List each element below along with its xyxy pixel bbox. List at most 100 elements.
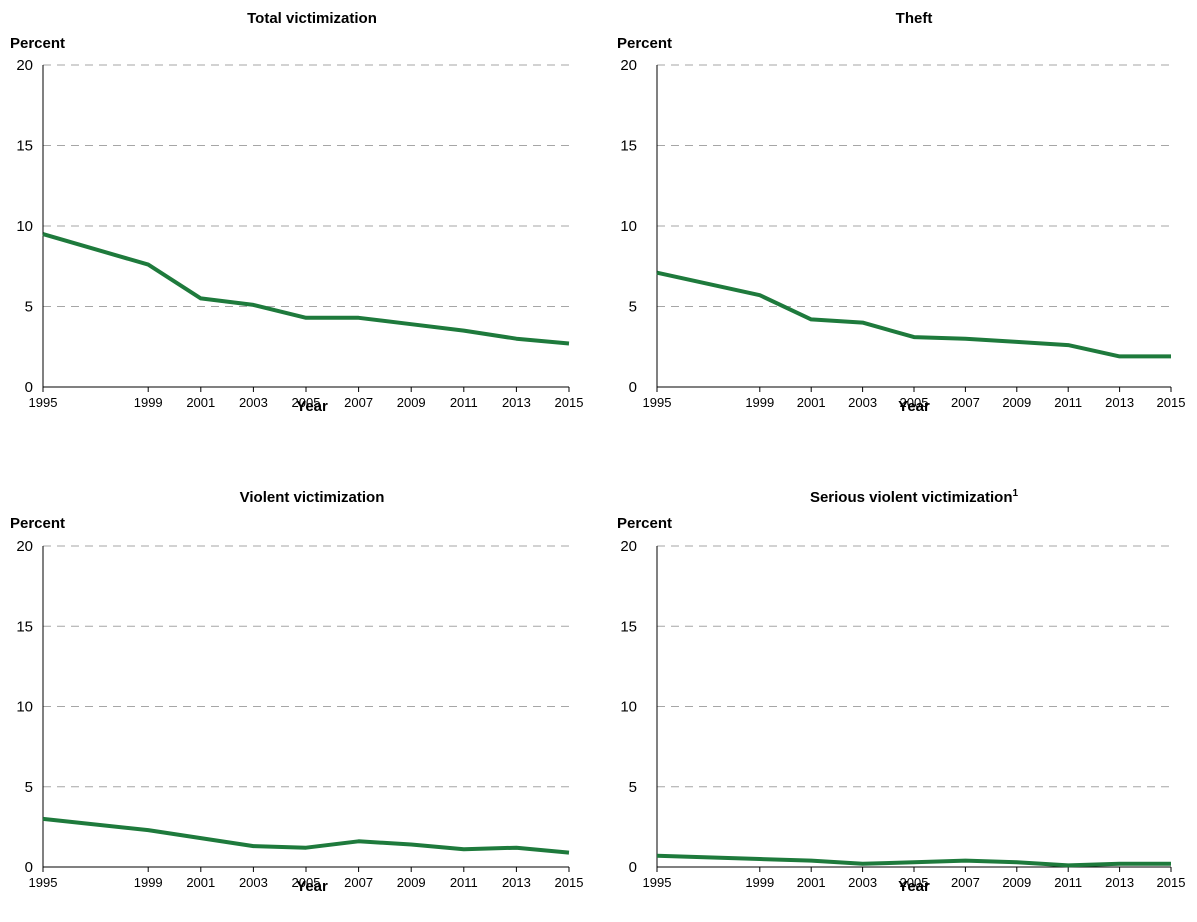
y-axis-label: Percent — [10, 35, 65, 52]
y-axis-label: Percent — [617, 35, 672, 52]
title-footnote-marker: 1 — [1012, 488, 1018, 499]
y-tick-label: 5 — [25, 299, 33, 316]
data-point — [567, 851, 571, 855]
y-tick-label: 20 — [620, 538, 637, 555]
x-tick-label: 2007 — [951, 875, 980, 890]
x-tick-label: 2001 — [186, 875, 215, 890]
x-tick-label: 2011 — [450, 875, 478, 890]
x-tick-label: 2009 — [397, 395, 426, 410]
panel-title: Theft — [896, 10, 933, 27]
chart-panel-1: Total victimization Percent 0 5 10 15 20 1995 19… — [10, 10, 583, 415]
x-tick-label: 2015 — [555, 395, 584, 410]
series-line — [656, 270, 1171, 359]
x-tick-label: 1995 — [643, 395, 672, 410]
x-tick-label: 2015 — [1157, 875, 1186, 890]
data-point — [912, 335, 916, 339]
x-axis-label: Year — [296, 878, 328, 895]
data-point — [357, 316, 361, 320]
x-tick-label: 2001 — [186, 395, 215, 410]
data-point — [758, 857, 762, 861]
chart-panel-2: Theft Percent 0 5 10 15 20 1995 1999 2001 2003 2005… — [617, 10, 1185, 415]
data-point — [41, 232, 45, 236]
x-tick-label: 2011 — [1054, 395, 1082, 410]
data-point — [809, 859, 813, 863]
y-tick-label: 15 — [620, 618, 637, 635]
y-tick-label: 15 — [16, 618, 33, 635]
x-tick-label: 1995 — [29, 395, 58, 410]
x-tick-label: 1999 — [745, 875, 774, 890]
data-point — [655, 854, 659, 858]
x-tick-label: 2009 — [1002, 395, 1031, 410]
x-axis-label: Year — [296, 398, 328, 415]
data-point — [199, 296, 203, 300]
series-line — [42, 816, 570, 855]
chart-panel-4: Serious violent victimization1 Percent 0 5 1… — [617, 488, 1185, 895]
y-tick-label: 20 — [620, 57, 637, 74]
y-tick-label: 0 — [25, 379, 33, 396]
series-line — [42, 232, 570, 346]
data-point — [514, 337, 518, 341]
x-tick-label: 2003 — [848, 875, 877, 890]
data-point — [462, 847, 466, 851]
data-point — [1118, 862, 1122, 866]
data-point — [963, 337, 967, 341]
x-tick-label: 2005 — [900, 875, 929, 890]
x-axis-label: Year — [898, 398, 930, 415]
x-tick-label: 2013 — [1105, 875, 1134, 890]
y-tick-label: 5 — [25, 779, 33, 796]
panel-title: Serious violent victimization1 — [810, 488, 1019, 506]
data-point — [1118, 354, 1122, 358]
data-point — [567, 342, 571, 346]
x-tick-label: 2003 — [239, 395, 268, 410]
x-tick-label: 2003 — [848, 395, 877, 410]
data-point — [963, 859, 967, 863]
x-tick-label: 1999 — [745, 395, 774, 410]
data-point — [1066, 343, 1070, 347]
x-tick-label: 2015 — [1157, 395, 1186, 410]
y-tick-label: 10 — [16, 699, 33, 716]
x-axis-label: Year — [898, 878, 930, 895]
data-point — [304, 846, 308, 850]
x-tick-label: 1999 — [134, 395, 163, 410]
data-point — [304, 316, 308, 320]
x-tick-label: 2001 — [797, 875, 826, 890]
y-axis-label: Percent — [617, 515, 672, 532]
y-tick-label: 0 — [629, 859, 637, 876]
data-point — [655, 271, 659, 275]
data-point — [146, 828, 150, 832]
y-tick-label: 10 — [16, 218, 33, 235]
data-point — [861, 862, 865, 866]
x-tick-label: 2007 — [344, 875, 373, 890]
y-tick-label: 15 — [16, 138, 33, 155]
data-point — [409, 843, 413, 847]
x-tick-label: 2011 — [450, 395, 478, 410]
x-tick-label: 2011 — [1054, 875, 1082, 890]
y-axis-label: Percent — [10, 515, 65, 532]
x-tick-label: 2005 — [292, 875, 321, 890]
data-point — [758, 293, 762, 297]
y-tick-label: 0 — [25, 859, 33, 876]
y-tick-label: 5 — [629, 299, 637, 316]
data-point — [357, 839, 361, 843]
data-point — [462, 329, 466, 333]
x-tick-label: 2007 — [951, 395, 980, 410]
y-tick-label: 5 — [629, 779, 637, 796]
data-point — [1015, 340, 1019, 344]
y-tick-label: 10 — [620, 218, 637, 235]
x-tick-label: 2013 — [1105, 395, 1134, 410]
x-tick-label: 2007 — [344, 395, 373, 410]
data-point — [514, 846, 518, 850]
x-tick-label: 2005 — [292, 395, 321, 410]
x-tick-label: 1999 — [134, 875, 163, 890]
data-point — [861, 321, 865, 325]
data-point — [199, 836, 203, 840]
data-point — [912, 860, 916, 864]
data-point — [409, 322, 413, 326]
x-tick-label: 2015 — [555, 875, 584, 890]
x-tick-label: 2013 — [502, 875, 531, 890]
x-tick-label: 1995 — [643, 875, 672, 890]
y-tick-label: 15 — [620, 138, 637, 155]
panel-title: Violent victimization — [240, 489, 385, 506]
series-line — [656, 853, 1171, 868]
